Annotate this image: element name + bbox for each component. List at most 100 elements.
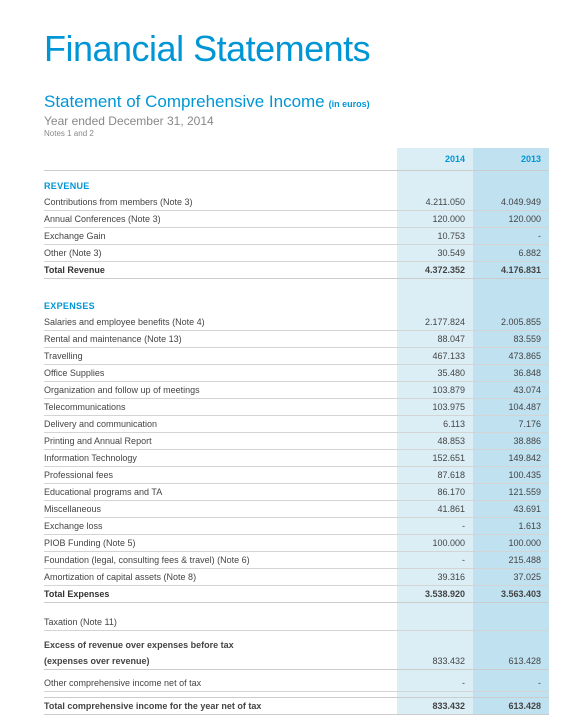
taxation-label: Taxation (Note 11) [44,614,397,631]
other-comp-value: - [473,675,549,692]
table-row: Educational programs and TA86.170121.559 [44,483,549,500]
row-value: 38.886 [473,432,549,449]
row-label: Printing and Annual Report [44,432,397,449]
row-value: 4.211.050 [397,194,473,211]
other-comp-value: - [397,675,473,692]
row-value: 103.975 [397,398,473,415]
subtitle: Statement of Comprehensive Income [44,92,325,112]
total-value: 4.372.352 [397,262,473,279]
taxation-row: Taxation (Note 11) [44,614,549,631]
row-value: 48.853 [397,432,473,449]
row-label: Professional fees [44,466,397,483]
section-row: REVENUE [44,171,549,195]
row-value: 35.480 [397,364,473,381]
page-title: Financial Statements [44,28,549,70]
table-row: Information Technology152.651149.842 [44,449,549,466]
total-value: 4.176.831 [473,262,549,279]
row-value: 104.487 [473,398,549,415]
row-value: 100.000 [397,534,473,551]
row-value: 37.025 [473,568,549,585]
table-row: Organization and follow up of meetings10… [44,381,549,398]
row-value: 86.170 [397,483,473,500]
row-value: 121.559 [473,483,549,500]
row-label: Organization and follow up of meetings [44,381,397,398]
row-value: - [397,551,473,568]
row-label: Educational programs and TA [44,483,397,500]
table-row: Travelling467.133473.865 [44,347,549,364]
row-label: Salaries and employee benefits (Note 4) [44,314,397,331]
row-label: Information Technology [44,449,397,466]
row-value: 43.691 [473,500,549,517]
total-row: Total Expenses3.538.9203.563.403 [44,585,549,602]
income-statement-table: 2014 2013 REVENUEContributions from memb… [44,148,549,715]
excess-values-row: (expenses over revenue)833.432613.428 [44,653,549,670]
row-label: PIOB Funding (Note 5) [44,534,397,551]
col-header-2013: 2013 [473,148,549,171]
row-label: Exchange Gain [44,228,397,245]
table-row: Exchange Gain10.753- [44,228,549,245]
row-value: 120.000 [473,211,549,228]
table-row: Contributions from members (Note 3)4.211… [44,194,549,211]
section-row: EXPENSES [44,291,549,314]
total-comp-value: 613.428 [473,698,549,715]
row-label: Amortization of capital assets (Note 8) [44,568,397,585]
row-label: Foundation (legal, consulting fees & tra… [44,551,397,568]
row-label: Other (Note 3) [44,245,397,262]
table-row: Exchange loss-1.613 [44,517,549,534]
table-row: Printing and Annual Report48.85338.886 [44,432,549,449]
row-value: 2.177.824 [397,314,473,331]
table-row: Annual Conferences (Note 3)120.000120.00… [44,211,549,228]
other-comp-label: Other comprehensive income net of tax [44,675,397,692]
row-value: 43.074 [473,381,549,398]
row-value: 473.865 [473,347,549,364]
notes-ref: Notes 1 and 2 [44,129,549,138]
year-ended: Year ended December 31, 2014 [44,114,549,128]
row-value: 87.618 [397,466,473,483]
row-value: - [473,228,549,245]
row-value: 215.488 [473,551,549,568]
table-row: Salaries and employee benefits (Note 4)2… [44,314,549,331]
row-value: 88.047 [397,330,473,347]
row-label: Travelling [44,347,397,364]
total-value: 3.538.920 [397,585,473,602]
row-value: 149.842 [473,449,549,466]
row-value: 6.882 [473,245,549,262]
table-row: Amortization of capital assets (Note 8)3… [44,568,549,585]
row-value: 39.316 [397,568,473,585]
row-label: Rental and maintenance (Note 13) [44,330,397,347]
row-value: 103.879 [397,381,473,398]
row-value: 2.005.855 [473,314,549,331]
row-value: 467.133 [397,347,473,364]
table-row: Other (Note 3)30.5496.882 [44,245,549,262]
row-value: 1.613 [473,517,549,534]
year-header-row: 2014 2013 [44,148,549,171]
total-label: Total Expenses [44,585,397,602]
row-value: 100.435 [473,466,549,483]
subtitle-unit: (in euros) [329,99,370,109]
section-heading: EXPENSES [44,291,397,314]
table-row: Miscellaneous41.86143.691 [44,500,549,517]
row-value: 83.559 [473,330,549,347]
table-row: Rental and maintenance (Note 13)88.04783… [44,330,549,347]
row-label: Contributions from members (Note 3) [44,194,397,211]
excess-paren: (expenses over revenue) [44,653,397,670]
row-value: 10.753 [397,228,473,245]
excess-row: Excess of revenue over expenses before t… [44,637,549,653]
table-row: Foundation (legal, consulting fees & tra… [44,551,549,568]
row-value: 4.049.949 [473,194,549,211]
excess-value: 833.432 [397,653,473,670]
row-label: Miscellaneous [44,500,397,517]
table-row: PIOB Funding (Note 5)100.000100.000 [44,534,549,551]
row-value: 41.861 [397,500,473,517]
row-value: 100.000 [473,534,549,551]
row-value: 120.000 [397,211,473,228]
row-label: Telecommunications [44,398,397,415]
row-value: 36.848 [473,364,549,381]
table-row: Delivery and communication6.1137.176 [44,415,549,432]
total-value: 3.563.403 [473,585,549,602]
col-header-2014: 2014 [397,148,473,171]
table-row: Telecommunications103.975104.487 [44,398,549,415]
row-value: - [397,517,473,534]
row-value: 6.113 [397,415,473,432]
total-comp-row: Total comprehensive income for the year … [44,698,549,715]
